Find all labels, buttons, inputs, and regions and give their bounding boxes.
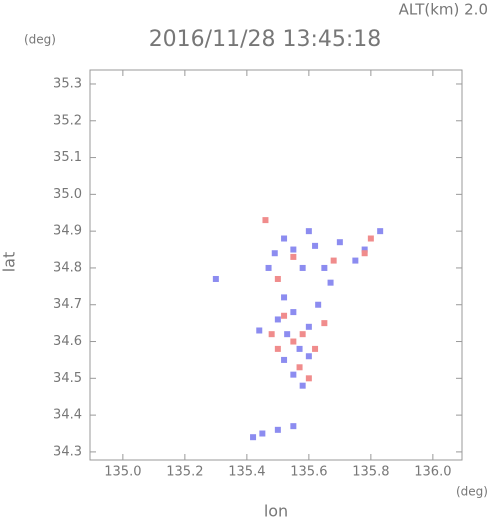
data-point xyxy=(250,434,257,441)
data-point xyxy=(296,345,303,352)
data-point xyxy=(281,294,288,301)
x-axis-label: lon xyxy=(264,502,288,521)
subtitle: ALT(km) 2.0 xyxy=(399,1,488,19)
data-point xyxy=(281,235,288,242)
x-tick-label: 135.6 xyxy=(290,465,327,480)
y-tick-label: 35.1 xyxy=(53,150,82,165)
data-point xyxy=(361,246,368,253)
x-tick-label: 135.8 xyxy=(352,465,389,480)
y-tick-label: 34.9 xyxy=(53,224,82,239)
data-point xyxy=(290,309,297,316)
y-tick-label: 34.5 xyxy=(53,371,82,386)
data-point xyxy=(367,235,374,242)
y-tick-label: 35.2 xyxy=(53,113,82,128)
data-point xyxy=(290,423,297,430)
data-point xyxy=(330,257,337,264)
y-tick-label: 34.8 xyxy=(53,260,82,275)
data-point xyxy=(305,323,312,330)
x-tick-label: 135.2 xyxy=(166,465,203,480)
chart-title: 2016/11/28 13:45:18 xyxy=(149,27,382,52)
data-point xyxy=(361,250,368,257)
y-axis-label: lat xyxy=(0,252,19,273)
data-point xyxy=(274,426,281,433)
data-point xyxy=(281,356,288,363)
data-point xyxy=(315,301,322,308)
y-tick-label: 34.6 xyxy=(53,334,82,349)
data-point xyxy=(284,331,291,338)
data-point xyxy=(256,327,263,334)
data-point xyxy=(299,331,306,338)
data-point xyxy=(290,371,297,378)
data-point xyxy=(377,228,384,235)
data-point xyxy=(259,430,266,437)
data-point xyxy=(265,264,272,271)
data-point xyxy=(212,275,219,282)
data-point xyxy=(336,239,343,246)
data-point xyxy=(271,250,278,257)
data-point xyxy=(296,364,303,371)
data-point xyxy=(281,312,288,319)
y-tick-label: 35.0 xyxy=(53,187,82,202)
x-tick-label: 136.0 xyxy=(414,465,451,480)
data-point xyxy=(268,331,275,338)
data-point xyxy=(327,279,334,286)
y-unit: (deg) xyxy=(24,33,56,47)
data-point xyxy=(299,264,306,271)
x-tick-label: 135.4 xyxy=(228,465,265,480)
y-tick-label: 35.3 xyxy=(53,76,82,91)
data-point xyxy=(274,345,281,352)
data-point xyxy=(305,228,312,235)
data-point xyxy=(274,275,281,282)
data-point xyxy=(274,316,281,323)
data-point xyxy=(321,320,328,327)
data-point xyxy=(290,253,297,260)
data-point xyxy=(312,242,319,249)
plot-frame xyxy=(89,69,463,461)
y-tick-label: 34.3 xyxy=(53,444,82,459)
data-point xyxy=(305,353,312,360)
y-tick-label: 34.7 xyxy=(53,297,82,312)
data-point xyxy=(290,338,297,345)
y-tick-label: 34.4 xyxy=(53,408,82,423)
data-point xyxy=(352,257,359,264)
data-point xyxy=(299,382,306,389)
x-tick-label: 135.0 xyxy=(104,465,141,480)
x-unit: (deg) xyxy=(456,485,488,499)
data-point xyxy=(312,345,319,352)
data-point xyxy=(290,246,297,253)
data-point xyxy=(305,375,312,382)
data-point xyxy=(262,217,269,224)
data-point xyxy=(321,264,328,271)
